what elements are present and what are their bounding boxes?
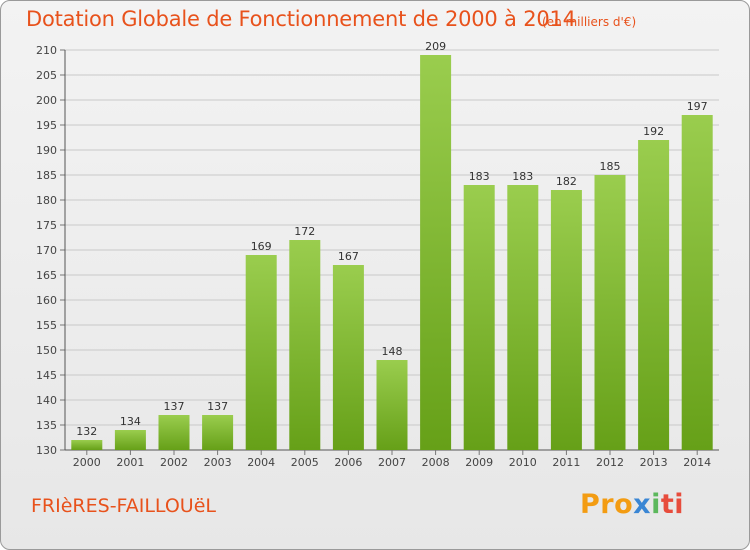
- value-label: 185: [600, 160, 621, 173]
- x-tick-label: 2001: [116, 456, 144, 469]
- x-tick-label: 2013: [640, 456, 668, 469]
- x-tick-label: 2003: [204, 456, 232, 469]
- value-label: 183: [512, 170, 533, 183]
- y-tick-label: 205: [36, 69, 57, 82]
- value-label: 134: [120, 415, 141, 428]
- value-label: 197: [687, 100, 708, 113]
- value-label: 182: [556, 175, 577, 188]
- bar-2010: [507, 185, 539, 450]
- y-tick-label: 150: [36, 344, 57, 357]
- x-tick-label: 2014: [683, 456, 711, 469]
- y-tick-label: 155: [36, 319, 57, 332]
- logo-part-3: i: [651, 489, 661, 520]
- bar-2002: [158, 415, 190, 450]
- x-tick-label: 2006: [334, 456, 362, 469]
- y-tick-label: 170: [36, 244, 57, 257]
- value-label: 167: [338, 250, 359, 263]
- commune-name: FRIèRES-FAILLOUëL: [31, 495, 216, 517]
- chart-title: Dotation Globale de Fonctionnement de 20…: [26, 7, 576, 31]
- value-label: 183: [469, 170, 490, 183]
- x-tick-label: 2011: [552, 456, 580, 469]
- bar-2006: [332, 265, 364, 450]
- value-label: 209: [425, 40, 446, 53]
- y-tick-label: 195: [36, 119, 57, 132]
- bar-2007: [376, 360, 408, 450]
- logo-part-2: x: [633, 489, 652, 520]
- y-tick-label: 130: [36, 444, 57, 457]
- bar-2008: [420, 55, 452, 450]
- x-tick-label: 2008: [422, 456, 450, 469]
- x-tick-label: 2010: [509, 456, 537, 469]
- bar-2009: [463, 185, 495, 450]
- x-tick-label: 2007: [378, 456, 406, 469]
- y-tick-label: 165: [36, 269, 57, 282]
- value-label: 137: [207, 400, 228, 413]
- value-label: 192: [643, 125, 664, 138]
- bar-2000: [71, 440, 103, 450]
- y-tick-label: 185: [36, 169, 57, 182]
- y-tick-label: 160: [36, 294, 57, 307]
- y-tick-label: 140: [36, 394, 57, 407]
- bar-2004: [245, 255, 277, 450]
- value-label: 132: [76, 425, 97, 438]
- x-tick-label: 2012: [596, 456, 624, 469]
- y-tick-label: 200: [36, 94, 57, 107]
- y-tick-label: 190: [36, 144, 57, 157]
- bar-2003: [202, 415, 234, 450]
- logo-part-1: Pro: [580, 489, 634, 520]
- value-label: 169: [251, 240, 272, 253]
- bar-2012: [594, 175, 626, 450]
- x-tick-label: 2002: [160, 456, 188, 469]
- x-tick-label: 2009: [465, 456, 493, 469]
- y-tick-label: 175: [36, 219, 57, 232]
- y-tick-label: 210: [36, 44, 57, 57]
- y-tick-label: 135: [36, 419, 57, 432]
- bar-2001: [114, 430, 146, 450]
- bar-2005: [289, 240, 321, 450]
- bar-2011: [550, 190, 582, 450]
- bar-2013: [638, 140, 670, 450]
- x-tick-label: 2004: [247, 456, 275, 469]
- y-tick-label: 180: [36, 194, 57, 207]
- x-tick-label: 2005: [291, 456, 319, 469]
- value-label: 172: [294, 225, 315, 238]
- bar-2014: [681, 115, 713, 450]
- proxiti-logo[interactable]: Proxiti: [580, 489, 684, 520]
- chart-subtitle: (en milliers d'€): [542, 15, 637, 29]
- value-label: 137: [164, 400, 185, 413]
- y-tick-label: 145: [36, 369, 57, 382]
- x-tick-label: 2000: [73, 456, 101, 469]
- value-label: 148: [382, 345, 403, 358]
- logo-part-4: ti: [660, 489, 685, 520]
